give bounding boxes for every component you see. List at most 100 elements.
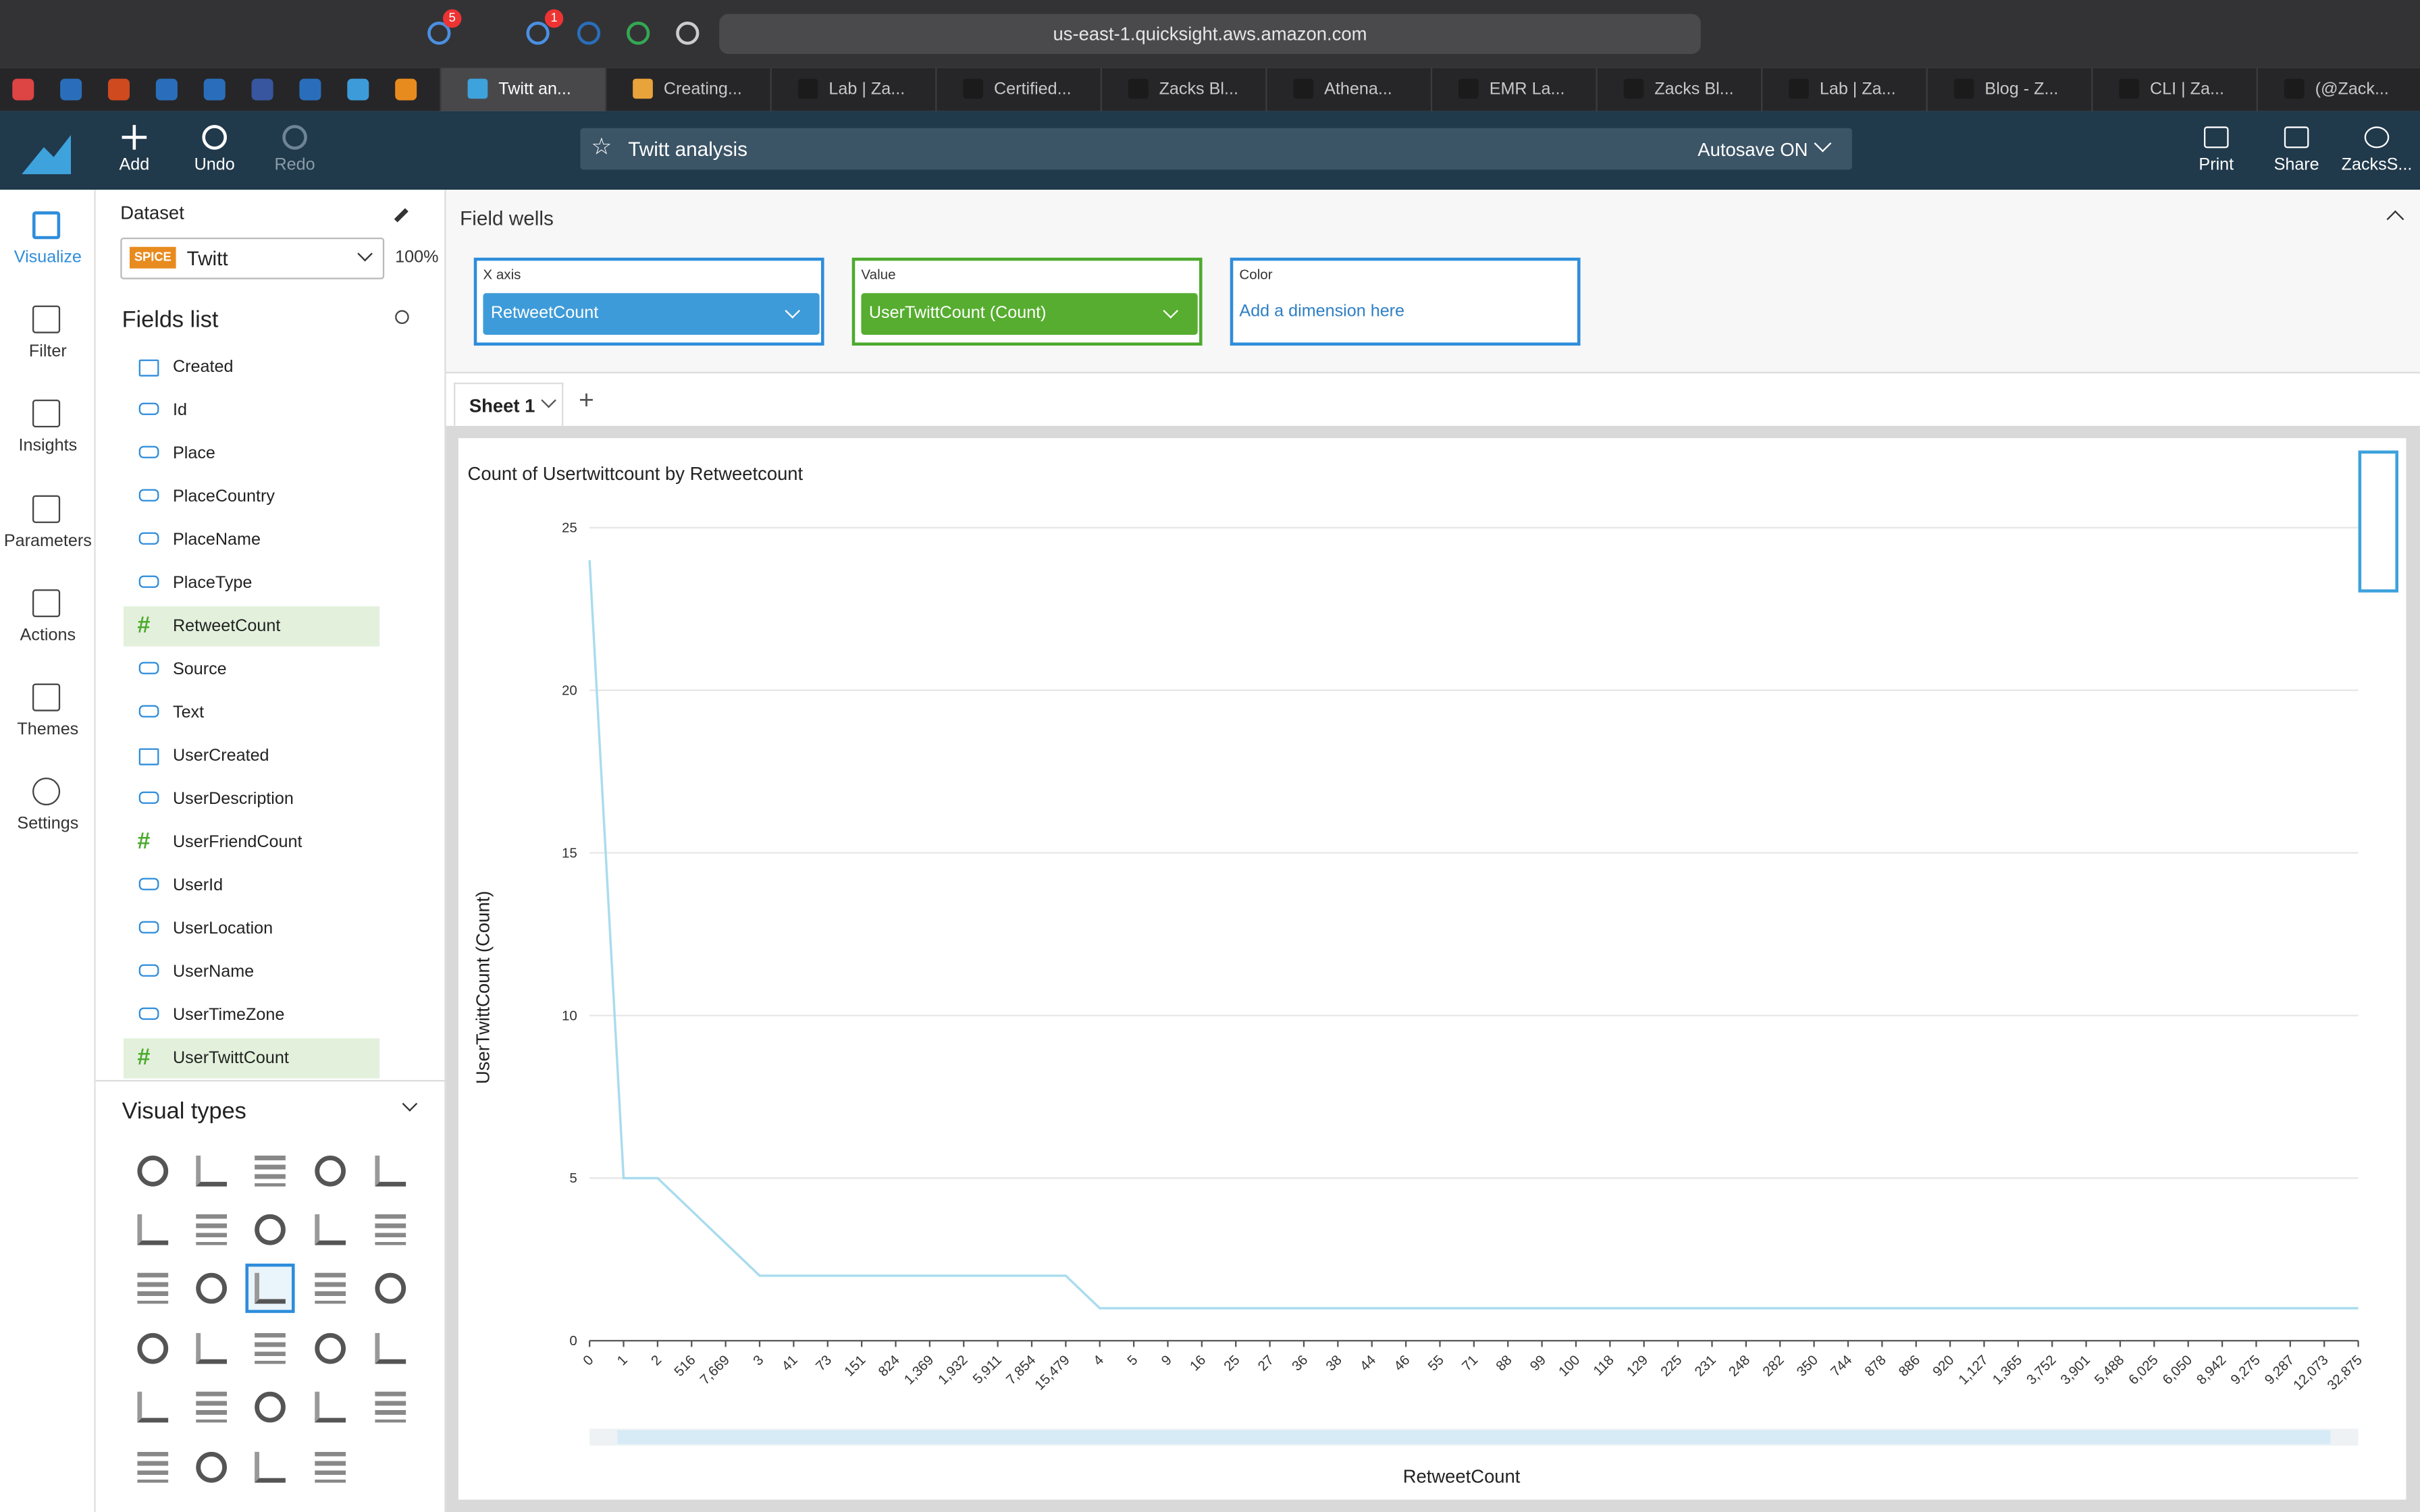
extension-icon[interactable]	[526, 21, 550, 45]
field-name[interactable]: Source	[172, 660, 227, 679]
visual-type-icon[interactable]	[196, 1272, 227, 1304]
visual-type-icon[interactable]	[196, 1155, 227, 1187]
field-name[interactable]: UserName	[172, 963, 255, 981]
visual-type-icon[interactable]	[196, 1451, 227, 1483]
tab[interactable]	[1265, 68, 1431, 111]
visual-type-icon[interactable]	[137, 1332, 169, 1364]
extension-icon[interactable]	[577, 21, 601, 45]
toolbar-icon[interactable]	[2364, 126, 2390, 148]
field-name[interactable]: UserTimeZone	[172, 1006, 285, 1025]
nav-icon[interactable]	[32, 589, 61, 617]
toolbar-label[interactable]: Print	[2199, 155, 2234, 175]
star-icon[interactable]: ☆	[591, 134, 612, 161]
nav-label[interactable]: Settings	[17, 815, 79, 834]
nav-label[interactable]: Filter	[28, 342, 67, 362]
toolbar-icon[interactable]	[282, 125, 307, 150]
pinned-tab[interactable]	[347, 78, 369, 101]
visual-type-icon[interactable]	[315, 1451, 346, 1483]
pinned-tab[interactable]	[60, 78, 82, 101]
visual-type-icon[interactable]	[375, 1214, 406, 1245]
search-icon[interactable]	[395, 310, 409, 324]
visual-type-icon[interactable]	[375, 1272, 406, 1304]
tab[interactable]	[1596, 68, 1761, 111]
pinned-tab[interactable]	[395, 78, 417, 101]
well-field[interactable]	[483, 293, 820, 335]
nav-label[interactable]: Insights	[18, 437, 78, 456]
analysis-name[interactable]: Twitt analysis	[628, 137, 747, 161]
well-field[interactable]	[861, 293, 1198, 335]
field-name[interactable]: UserFriendCount	[172, 833, 302, 852]
visual-type-icon[interactable]	[255, 1214, 286, 1245]
visual-type-icon[interactable]	[137, 1155, 169, 1187]
visual-type-icon[interactable]	[375, 1391, 406, 1423]
tab[interactable]	[1100, 68, 1266, 111]
field-name[interactable]: UserLocation	[172, 919, 273, 938]
nav-label[interactable]: Visualize	[14, 248, 82, 267]
toolbar-icon[interactable]	[2203, 126, 2229, 148]
toolbar-label[interactable]: Undo	[194, 155, 235, 175]
toolbar-icon[interactable]	[2284, 126, 2309, 148]
visual-type-icon[interactable]	[315, 1272, 346, 1304]
address-bar[interactable]	[719, 14, 1701, 54]
nav-icon[interactable]	[32, 683, 61, 711]
visual-menu[interactable]	[2358, 450, 2398, 593]
pinned-tab[interactable]	[12, 78, 34, 101]
nav-icon[interactable]	[32, 400, 61, 429]
nav-label[interactable]: Actions	[20, 626, 76, 645]
visual-type-icon[interactable]	[255, 1272, 286, 1304]
field-name[interactable]: Text	[172, 703, 205, 722]
field-name[interactable]: UserTwittCount	[172, 1049, 289, 1068]
visual-type-icon[interactable]	[137, 1391, 169, 1423]
visual-type-icon[interactable]	[315, 1155, 346, 1187]
nav-icon[interactable]	[32, 305, 61, 334]
add-sheet[interactable]: +	[579, 385, 594, 415]
visual-type-icon[interactable]	[255, 1332, 286, 1364]
toolbar-label[interactable]: Add	[119, 155, 150, 175]
extension-icon[interactable]	[626, 21, 650, 45]
nav-label[interactable]: Themes	[17, 720, 79, 739]
field-name[interactable]: UserCreated	[172, 747, 269, 765]
tab[interactable]	[1926, 68, 2092, 111]
well-placeholder[interactable]: Add a dimension here	[1239, 302, 1405, 321]
toolbar-icon[interactable]	[202, 125, 227, 150]
tab[interactable]	[770, 68, 936, 111]
pinned-tab[interactable]	[203, 78, 226, 101]
analysis-name-box[interactable]	[580, 128, 1852, 170]
nav-label[interactable]: Parameters	[3, 531, 92, 551]
tab[interactable]	[935, 68, 1101, 111]
field-name[interactable]: Place	[172, 444, 215, 463]
autosave[interactable]: Autosave ON	[1698, 138, 1808, 161]
visual-type-icon[interactable]	[137, 1214, 169, 1245]
visual-type-icon[interactable]	[375, 1155, 406, 1187]
tab[interactable]	[2256, 68, 2420, 111]
toolbar-label[interactable]: Redo	[274, 155, 315, 175]
pinned-tab[interactable]	[155, 78, 178, 101]
pinned-tab[interactable]	[299, 78, 321, 101]
visual-type-icon[interactable]	[137, 1451, 169, 1483]
visual-type-icon[interactable]	[375, 1332, 406, 1364]
visual-type-icon[interactable]	[255, 1451, 286, 1483]
visual-type-icon[interactable]	[315, 1391, 346, 1423]
field-name[interactable]: Id	[172, 401, 187, 420]
toolbar-label[interactable]: Share	[2273, 155, 2319, 175]
visual-type-icon[interactable]	[255, 1391, 286, 1423]
visual-type-icon[interactable]	[196, 1214, 227, 1245]
dataset-select[interactable]	[120, 237, 385, 279]
visual-type-icon[interactable]	[315, 1214, 346, 1245]
visual-type-icon[interactable]	[196, 1391, 227, 1423]
field-name[interactable]: UserDescription	[172, 790, 294, 809]
extension-icon[interactable]	[676, 21, 700, 45]
field-name[interactable]: Created	[172, 358, 234, 377]
field-name[interactable]: UserId	[172, 876, 223, 895]
tab[interactable]	[2091, 68, 2257, 111]
toolbar-label[interactable]: ZacksS...	[2341, 155, 2413, 175]
tab[interactable]	[1430, 68, 1596, 111]
field-name[interactable]: PlaceCountry	[172, 487, 275, 506]
visual-type-icon[interactable]	[137, 1272, 169, 1304]
tab[interactable]	[440, 68, 605, 111]
pinned-tab[interactable]	[251, 78, 273, 101]
field-name[interactable]: PlaceName	[172, 531, 261, 549]
nav-icon[interactable]	[32, 778, 61, 806]
extension-icon[interactable]	[427, 21, 451, 45]
pinned-tab[interactable]	[107, 78, 130, 101]
